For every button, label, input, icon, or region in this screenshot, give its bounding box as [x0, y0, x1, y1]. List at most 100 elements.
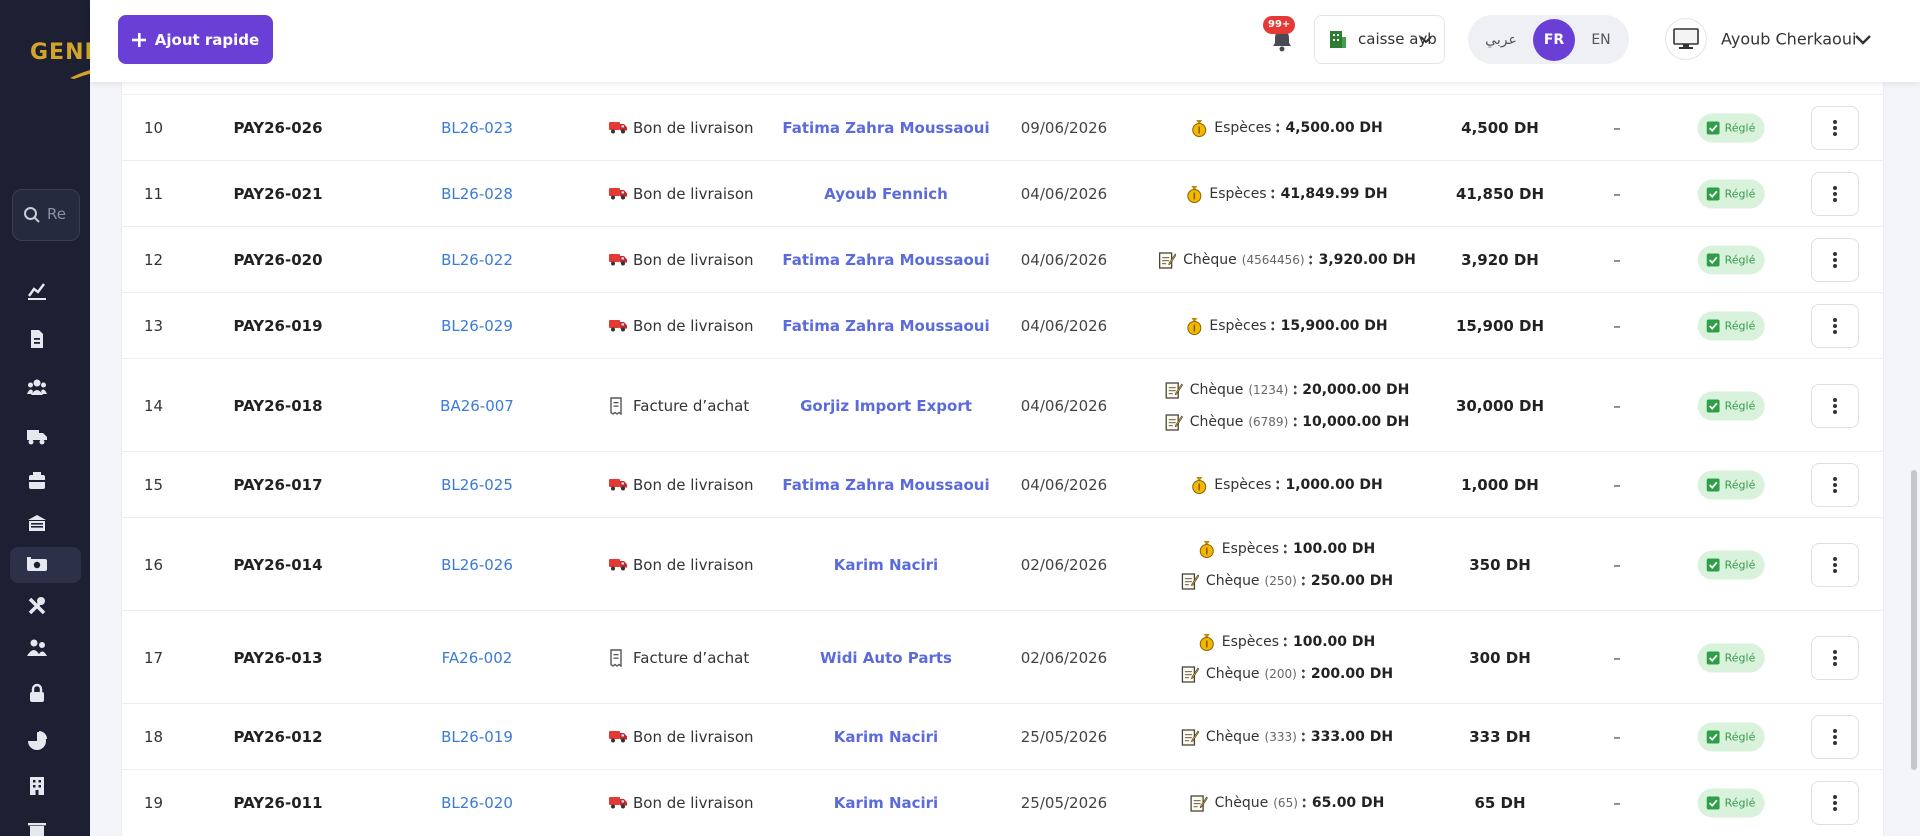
- status-icon: [1706, 651, 1720, 664]
- document-type: Bon de livraison: [633, 476, 754, 494]
- document-link[interactable]: BL26-025: [441, 476, 513, 494]
- document-link[interactable]: BL26-019: [441, 728, 513, 746]
- nav-icon[interactable]: [27, 776, 47, 796]
- document-link[interactable]: BL26-029: [441, 317, 513, 335]
- icon-circle: [28, 382, 33, 388]
- quick-add-label: Ajout rapide: [154, 30, 260, 49]
- row-actions-button[interactable]: [1811, 106, 1859, 150]
- supplier-link[interactable]: Karim Naciri: [833, 555, 939, 574]
- row-number: 11: [144, 185, 164, 203]
- icon-svg: [28, 515, 46, 531]
- search-box[interactable]: Re: [12, 189, 80, 241]
- icon-path: [27, 389, 47, 394]
- scrollbar-thumb[interactable]: [1911, 470, 1917, 770]
- document-link[interactable]: BL26-022: [441, 251, 513, 269]
- status-icon: [1706, 399, 1720, 412]
- nav-icon[interactable]: [27, 731, 47, 751]
- payment-line: Chèque (1234) 20,000.00 DH: [1165, 381, 1409, 399]
- icon-svg: [1706, 796, 1720, 810]
- document-type-icon: [608, 476, 628, 492]
- row-actions-button[interactable]: [1811, 715, 1859, 759]
- document-link[interactable]: BL26-028: [441, 185, 513, 203]
- remaining: –: [1613, 185, 1621, 203]
- row-actions-button[interactable]: [1811, 542, 1859, 587]
- icon-svg: [610, 648, 622, 667]
- icon-rect: [621, 257, 624, 260]
- document-link[interactable]: BL26-020: [441, 794, 513, 812]
- table-card: 10 PAY26-026 BL26-023 Bon de livraison Fatim…: [121, 0, 1884, 836]
- nav-icon[interactable]: [27, 329, 47, 349]
- icon-svg: [70, 70, 90, 79]
- document-type: Bon de livraison: [633, 794, 754, 812]
- document-type-icon: [608, 251, 628, 267]
- colon: [1271, 321, 1275, 331]
- icon-rect: [1706, 796, 1720, 810]
- supplier-link[interactable]: Gorjiz Import Export: [800, 396, 972, 415]
- document-link[interactable]: BL26-026: [441, 555, 513, 574]
- nav-icon[interactable]: [27, 513, 47, 533]
- icon-circle: [1279, 46, 1285, 52]
- language-option[interactable]: عربي: [1485, 31, 1517, 48]
- colon: [1276, 123, 1280, 133]
- payment-date: 04/06/2026: [1020, 317, 1108, 335]
- supplier-link[interactable]: Ayoub Fennich: [824, 185, 948, 203]
- remaining: –: [1613, 119, 1621, 137]
- row-actions-button[interactable]: [1811, 635, 1859, 680]
- table-row: 13 PAY26-019 BL26-029 Bon de livraison Fatim…: [122, 292, 1883, 358]
- nav-icon[interactable]: [27, 638, 47, 658]
- supplier-link[interactable]: Karim Naciri: [833, 794, 939, 812]
- language-option[interactable]: FR: [1543, 31, 1565, 48]
- icon-path: [1420, 36, 1432, 44]
- row-actions-button[interactable]: [1811, 172, 1859, 216]
- status-label: Réglé: [1724, 121, 1756, 135]
- icon-path: [31, 683, 43, 692]
- supplier-link[interactable]: Fatima Zahra Moussaoui: [782, 317, 990, 335]
- notifications[interactable]: [1268, 26, 1296, 54]
- document-link[interactable]: BL26-023: [441, 119, 513, 137]
- document-link[interactable]: FA26-002: [441, 648, 513, 667]
- payment-line: Chèque (200) 200.00 DH: [1181, 665, 1393, 683]
- icon-circle: [1833, 132, 1837, 136]
- icon-rect: [1706, 399, 1720, 412]
- nav-icon[interactable]: [27, 471, 47, 491]
- supplier-link[interactable]: Karim Naciri: [833, 728, 939, 746]
- nav-icon[interactable]: [27, 596, 47, 616]
- language-active-bg: [1533, 18, 1575, 61]
- supplier-link[interactable]: Widi Auto Parts: [820, 648, 952, 667]
- icon-circle: [1833, 403, 1837, 408]
- row-actions-button[interactable]: [1811, 304, 1859, 348]
- document-link[interactable]: BA26-007: [440, 396, 514, 415]
- supplier-link[interactable]: Fatima Zahra Moussaoui: [782, 119, 990, 137]
- supplier-link[interactable]: Fatima Zahra Moussaoui: [782, 251, 990, 269]
- colon: [1293, 416, 1297, 427]
- row-actions-button[interactable]: [1811, 781, 1859, 825]
- quick-add-button[interactable]: Ajout rapide: [118, 15, 273, 64]
- nav-icon[interactable]: [27, 820, 47, 836]
- nav-icon[interactable]: [27, 280, 47, 300]
- row-number: 16: [144, 555, 164, 574]
- icon-svg: [1833, 186, 1837, 202]
- status-icon: [1706, 187, 1720, 201]
- user-avatar[interactable]: [1665, 18, 1707, 60]
- row-actions-button[interactable]: [1811, 463, 1859, 507]
- nav-icon[interactable]: [27, 683, 47, 703]
- register-chevron: [1420, 36, 1432, 44]
- supplier-link[interactable]: Fatima Zahra Moussaoui: [782, 476, 990, 494]
- icon-path: [1708, 561, 1718, 569]
- payment-reference: PAY26-018: [233, 396, 323, 415]
- user-menu-chevron[interactable]: [1854, 34, 1872, 45]
- nav-icon[interactable]: [27, 426, 47, 446]
- language-option[interactable]: EN: [1591, 31, 1611, 48]
- payment-line: Espèces 41,849.99 DH: [1186, 185, 1388, 203]
- nav-icon[interactable]: [25, 555, 47, 575]
- document-type: Facture d’achat: [633, 648, 750, 667]
- icon-svg: [30, 683, 44, 702]
- user-name[interactable]: Ayoub Cherkaoui: [1721, 29, 1857, 49]
- colon: [1284, 636, 1287, 647]
- register-selector[interactable]: caisse ayb: [1314, 15, 1445, 64]
- nav-icon[interactable]: [27, 377, 47, 397]
- icon-rect: [1162, 260, 1170, 262]
- row-number: 18: [144, 728, 164, 746]
- row-actions-button[interactable]: [1811, 238, 1859, 282]
- row-actions-button[interactable]: [1811, 383, 1859, 428]
